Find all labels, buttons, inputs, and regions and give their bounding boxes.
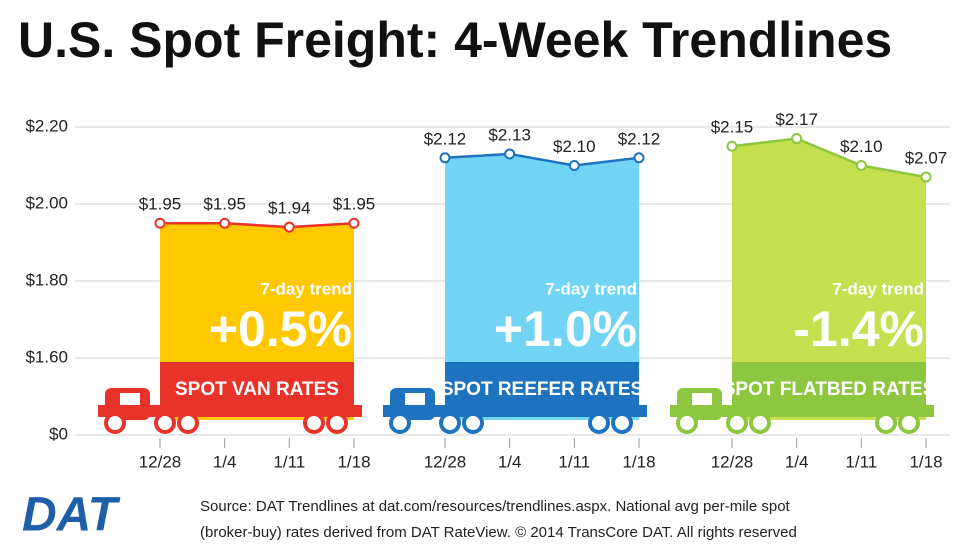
x-tick-label: 12/28 bbox=[711, 452, 754, 471]
y-tick-label: $2.20 bbox=[25, 116, 68, 135]
trend-value: -1.4% bbox=[793, 301, 924, 357]
value-label: $1.95 bbox=[203, 195, 246, 214]
truck-wheel bbox=[898, 412, 920, 434]
logo: DAT bbox=[22, 489, 121, 542]
point bbox=[633, 152, 645, 164]
x-tick-label: 1/18 bbox=[337, 452, 370, 471]
truck-window bbox=[692, 393, 712, 405]
truck-wheel bbox=[439, 412, 461, 434]
banner-label: SPOT VAN RATES bbox=[175, 379, 339, 400]
x-tick-label: 1/4 bbox=[785, 452, 809, 471]
truck-wheel bbox=[749, 412, 771, 434]
trend-value: +1.0% bbox=[494, 301, 637, 357]
area bbox=[445, 153, 639, 420]
banner-label: SPOT REEFER RATES bbox=[441, 379, 643, 400]
point bbox=[568, 160, 580, 171]
source-text: (broker-buy) rates derived from DAT Rate… bbox=[200, 524, 797, 541]
value-label: $1.94 bbox=[268, 199, 311, 218]
x-tick-label: 1/11 bbox=[273, 452, 305, 471]
x-tick-label: 12/28 bbox=[139, 452, 182, 471]
y-tick-label: $1.80 bbox=[25, 270, 68, 289]
point bbox=[219, 217, 231, 229]
line bbox=[731, 137, 927, 179]
value-label: $1.95 bbox=[139, 195, 182, 214]
value-label: $1.95 bbox=[333, 195, 376, 214]
line bbox=[160, 222, 355, 229]
value-label: $2.12 bbox=[618, 129, 661, 148]
point bbox=[791, 133, 803, 145]
x-tick-label: 12/28 bbox=[424, 452, 467, 471]
banner bbox=[160, 362, 354, 416]
area bbox=[732, 138, 926, 421]
y-tick-label: $0 bbox=[49, 424, 68, 443]
y-tick-label: $2.00 bbox=[25, 193, 68, 212]
truck-wheel bbox=[462, 412, 484, 434]
point bbox=[439, 152, 451, 164]
banner bbox=[732, 362, 926, 416]
value-label: $2.07 bbox=[905, 149, 948, 168]
point bbox=[855, 160, 867, 171]
value-label: $2.10 bbox=[553, 137, 596, 156]
x-tick-label: 1/11 bbox=[845, 452, 877, 471]
trend-value: +0.5% bbox=[209, 301, 352, 357]
point bbox=[726, 140, 738, 152]
truck-wheel bbox=[326, 412, 348, 434]
banner bbox=[445, 362, 639, 416]
x-tick-label: 1/11 bbox=[558, 452, 590, 471]
truck-wheel bbox=[389, 412, 411, 434]
chart-title: U.S. Spot Freight: 4-Week Trendlines bbox=[18, 12, 892, 68]
truck-wheel bbox=[303, 412, 325, 434]
value-label: $2.13 bbox=[488, 125, 531, 144]
x-tick-label: 1/4 bbox=[213, 452, 237, 471]
trend-label: 7-day trend bbox=[260, 279, 352, 298]
truck-wheel bbox=[154, 412, 176, 434]
truck-wheel bbox=[104, 412, 126, 434]
value-label: $2.17 bbox=[775, 110, 818, 129]
truck-window bbox=[405, 393, 425, 405]
truck-window bbox=[120, 393, 140, 405]
point bbox=[348, 217, 360, 229]
trend-label: 7-day trend bbox=[832, 279, 924, 298]
truck-wheel bbox=[611, 412, 633, 434]
truck-wheel bbox=[726, 412, 748, 434]
x-tick-label: 1/4 bbox=[498, 452, 522, 471]
value-label: $2.12 bbox=[424, 129, 467, 148]
source-text: Source: DAT Trendlines at dat.com/resour… bbox=[200, 498, 791, 515]
point bbox=[504, 148, 516, 160]
x-tick-label: 1/18 bbox=[622, 452, 655, 471]
y-tick-label: $1.60 bbox=[25, 347, 68, 366]
truck-wheel bbox=[676, 412, 698, 434]
truck-wheel bbox=[588, 412, 610, 434]
point bbox=[920, 171, 932, 183]
value-label: $2.10 bbox=[840, 137, 883, 156]
value-label: $2.15 bbox=[711, 118, 754, 137]
point bbox=[154, 217, 166, 229]
trend-label: 7-day trend bbox=[545, 279, 637, 298]
truck-wheel bbox=[875, 412, 897, 434]
banner-label: SPOT FLATBED RATES bbox=[723, 379, 936, 400]
truck-wheel bbox=[177, 412, 199, 434]
point bbox=[283, 221, 295, 233]
x-tick-label: 1/18 bbox=[909, 452, 942, 471]
line bbox=[444, 152, 640, 167]
